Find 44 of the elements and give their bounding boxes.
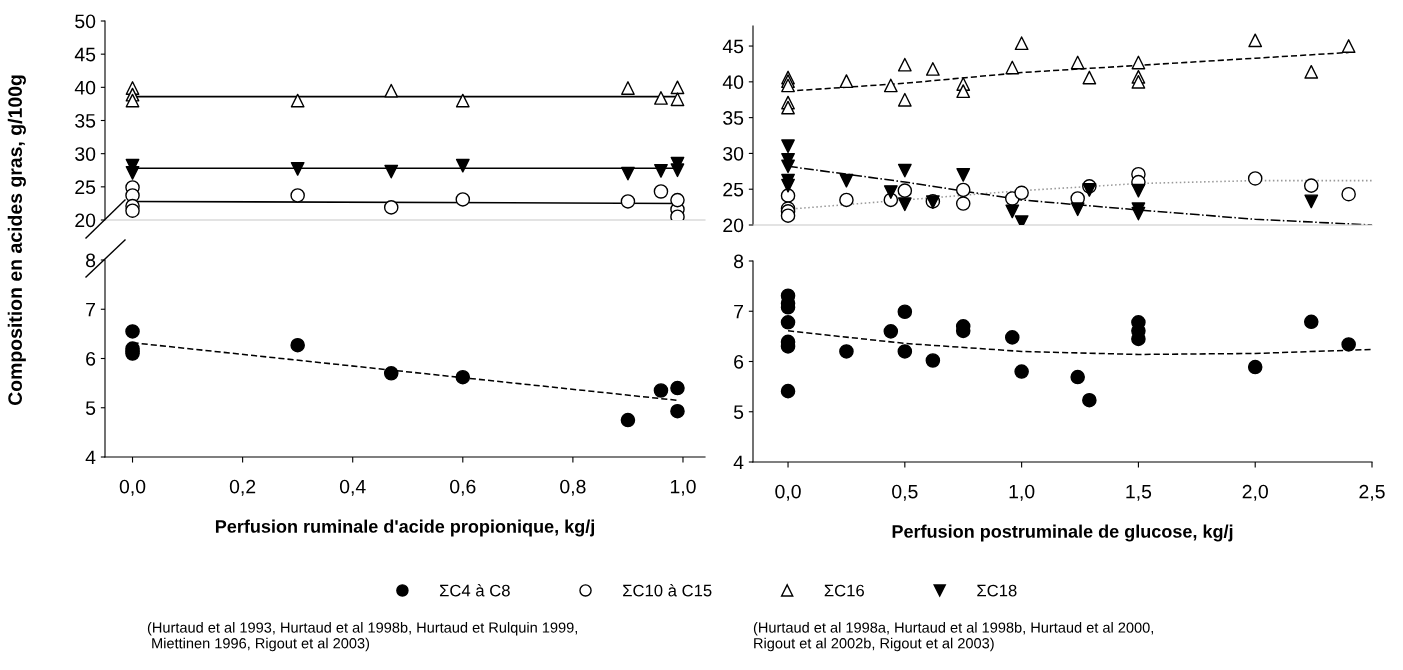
y-tick-label: 6: [734, 354, 744, 369]
legend-label: ΣC10 à C15: [623, 584, 712, 597]
x-tick-label: 0,0: [119, 479, 146, 496]
y-tick-label: 20: [75, 213, 96, 228]
x-tick-label: 1,5: [1126, 484, 1152, 501]
y-tick-label: 30: [75, 147, 96, 161]
y-tick-label: 8: [734, 254, 744, 269]
x-tick-label: 2,0: [1242, 484, 1268, 501]
legend-label: ΣC4 à C8: [439, 584, 510, 597]
y-tick-label: 35: [723, 111, 744, 125]
x-tick-label: 0,0: [775, 484, 801, 501]
legend-label: ΣC18: [977, 584, 1017, 597]
x-tick-label: 0,5: [892, 484, 918, 501]
y-tick-label: 6: [86, 351, 96, 366]
y-tick-label: 35: [75, 113, 96, 128]
y-tick-label: 20: [723, 218, 744, 233]
y-tick-label: 50: [75, 14, 96, 29]
x-tick-label: 0,4: [339, 479, 366, 496]
y-tick-label: 7: [86, 302, 95, 317]
y-tick-label: 30: [723, 146, 744, 161]
y-tick-label: 5: [733, 405, 744, 419]
y-tick-label: 4: [733, 455, 744, 470]
y-tick-label: 8: [86, 253, 96, 268]
x-tick-label: 0,6: [450, 479, 476, 496]
y-tick-label: 25: [723, 182, 744, 197]
y-tick-label: 45: [722, 39, 744, 54]
y-tick-label: 25: [75, 180, 96, 195]
text: (Hurtaud et al 1998a, Hurtaud et al 1998b, Hurtaud et al 2000, Rigout et al 2002b, Rigout et al 2003): [753, 622, 1153, 652]
y-tick-label: 45: [74, 47, 96, 62]
x-tick-label: 2,5: [1359, 484, 1385, 501]
x-tick-label: 0,8: [560, 479, 586, 496]
x-axis-title: Perfusion postruminale de glucose, kg/j: [892, 524, 1233, 542]
y-tick-label: 5: [85, 401, 96, 415]
y-tick-label: 7: [734, 304, 743, 319]
x-tick-label: 0,2: [229, 479, 256, 496]
y-tick-label: 4: [85, 450, 96, 465]
y-axis-title: Composition en acides gras, g/100g: [7, 75, 26, 406]
legend-label: ΣC16: [824, 584, 864, 597]
y-tick-label: 40: [722, 75, 744, 90]
x-axis-title: Perfusion ruminale d'acide propionique, kg/j: [215, 519, 594, 537]
x-tick-label: 1,0: [670, 479, 696, 496]
x-tick-label: 1,0: [1009, 484, 1035, 501]
y-tick-label: 40: [74, 80, 96, 95]
text: (Hurtaud et al 1993, Hurtaud et al 1998b, Hurtaud et Rulquin 1999, Miettinen 1996, Rigout et al 2003): [147, 622, 577, 652]
